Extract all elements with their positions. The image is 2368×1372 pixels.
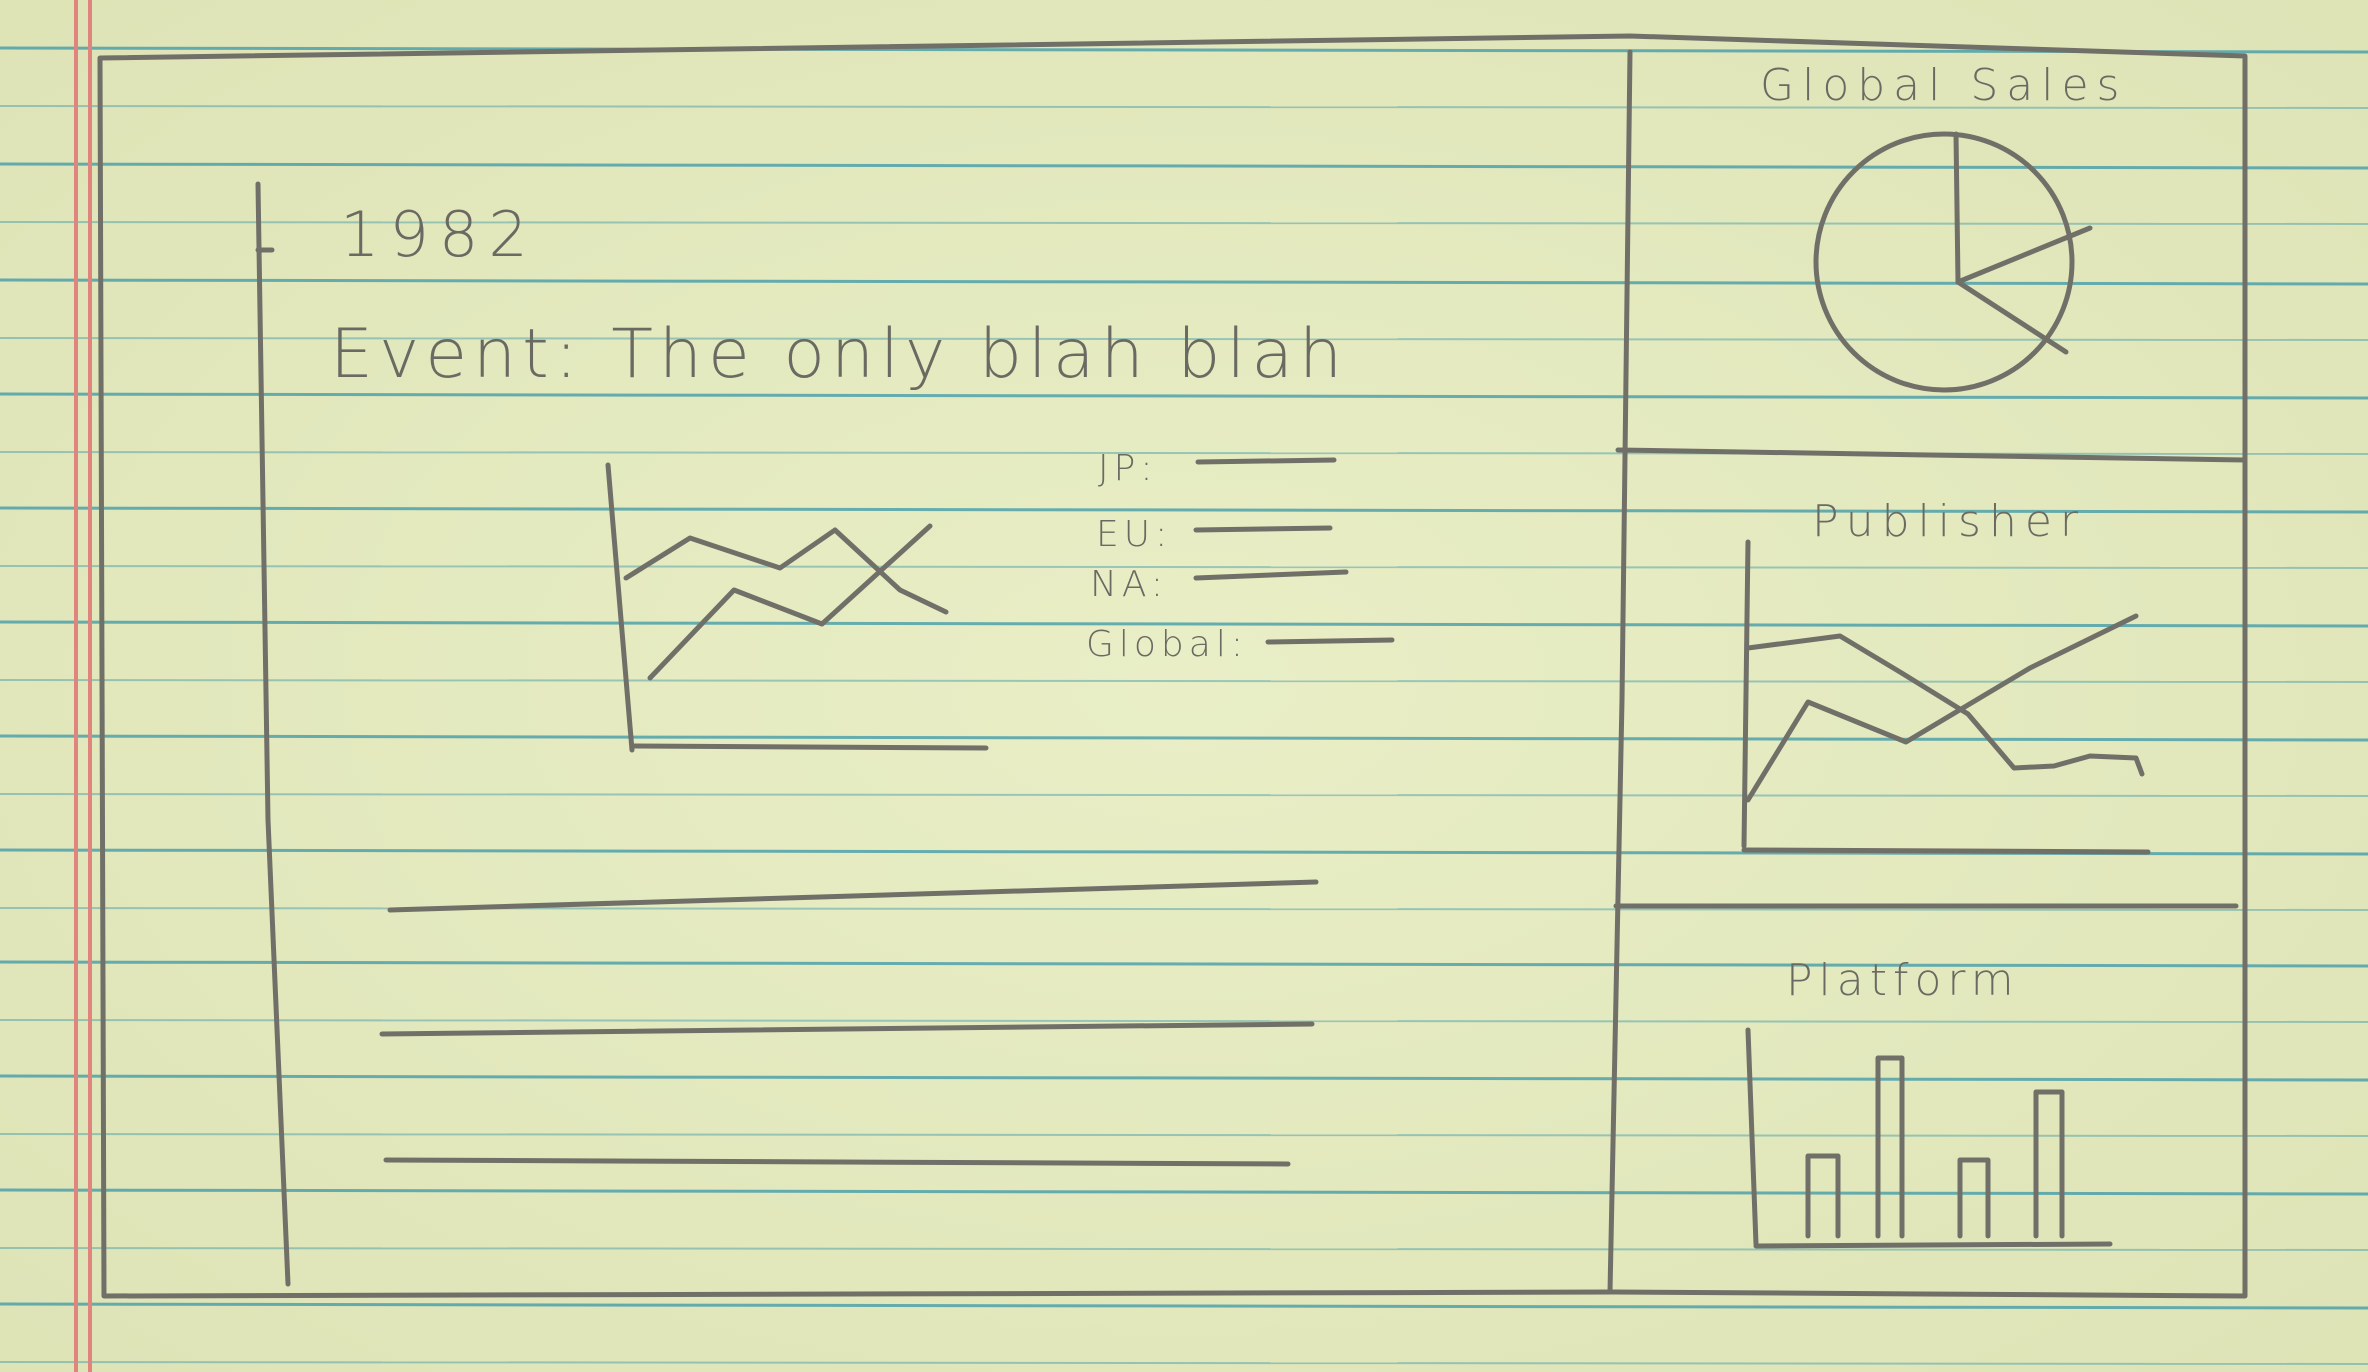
rule-line <box>0 960 2368 968</box>
jp-sales-label: JP: <box>1098 448 1158 489</box>
platform-bar <box>1957 1157 1991 1239</box>
platform-bar <box>1875 1055 1905 1239</box>
global-sales-title: Global Sales <box>1760 60 2128 111</box>
rule-line <box>0 221 2368 225</box>
rule-line <box>0 793 2368 797</box>
pie-outline <box>1813 131 2075 393</box>
rule-line <box>0 1019 2368 1023</box>
sidebar-section-divider <box>1615 447 2247 463</box>
ruled-lines <box>0 46 2368 1365</box>
event-title: Event: The only blah blah <box>330 315 1349 394</box>
chart-series-1 <box>623 527 949 615</box>
chart-series-2 <box>647 523 933 681</box>
sales-line-chart <box>605 462 989 753</box>
global-sales-label: Global: <box>1086 624 1248 665</box>
global-value-blank <box>1265 637 1395 645</box>
year-label: 1982 <box>340 198 538 271</box>
chart-y-axis <box>605 462 635 753</box>
rule-line <box>0 278 2368 286</box>
rule-line <box>0 1302 2368 1310</box>
rule-line <box>0 734 2368 742</box>
pie-slice-divider <box>1953 131 1961 285</box>
rule-line <box>0 506 2368 514</box>
rule-line <box>0 1247 2368 1251</box>
rule-line <box>0 392 2368 400</box>
publisher-series-1 <box>1745 633 2145 777</box>
content-panel-edge <box>255 181 291 1287</box>
publisher-title: Publisher <box>1812 496 2086 547</box>
chart-x-axis <box>629 743 989 751</box>
platform-bar <box>2033 1089 2065 1239</box>
rule-line <box>0 46 2368 54</box>
na-value-blank <box>1193 569 1349 581</box>
publisher-y-axis <box>1741 539 1751 849</box>
platform-bar <box>1805 1153 1841 1239</box>
description-line <box>379 1021 1315 1037</box>
publisher-series-2 <box>1745 613 2139 803</box>
pie-slice-divider <box>1955 279 2069 355</box>
description-line <box>387 879 1319 913</box>
description-line <box>383 1157 1291 1167</box>
rule-line <box>0 162 2368 170</box>
rule-line <box>0 565 2368 569</box>
rule-line <box>0 1188 2368 1196</box>
rule-line <box>0 620 2368 628</box>
pie-slice-divider <box>1955 225 2093 285</box>
rule-line <box>0 1074 2368 1082</box>
na-sales-label: NA: <box>1090 564 1169 605</box>
publisher-x-axis <box>1741 847 2151 855</box>
platform-y-axis <box>1745 1027 1759 1247</box>
rule-line <box>0 337 2368 341</box>
rule-line <box>0 1133 2368 1137</box>
rule-line <box>0 105 2368 109</box>
outer-frame <box>97 33 2248 1299</box>
rule-line <box>0 1361 2368 1365</box>
sidebar-divider <box>1607 49 1633 1295</box>
platform-x-axis <box>1753 1241 2113 1249</box>
eu-value-blank <box>1193 525 1333 533</box>
global-sales-pie-chart <box>1813 131 2093 393</box>
jp-value-blank <box>1195 457 1337 465</box>
eu-sales-label: EU: <box>1096 514 1173 555</box>
platform-bar-chart <box>1745 1027 2113 1249</box>
publisher-line-chart <box>1741 539 2151 855</box>
platform-title: Platform <box>1786 955 2020 1006</box>
rule-line <box>0 679 2368 683</box>
